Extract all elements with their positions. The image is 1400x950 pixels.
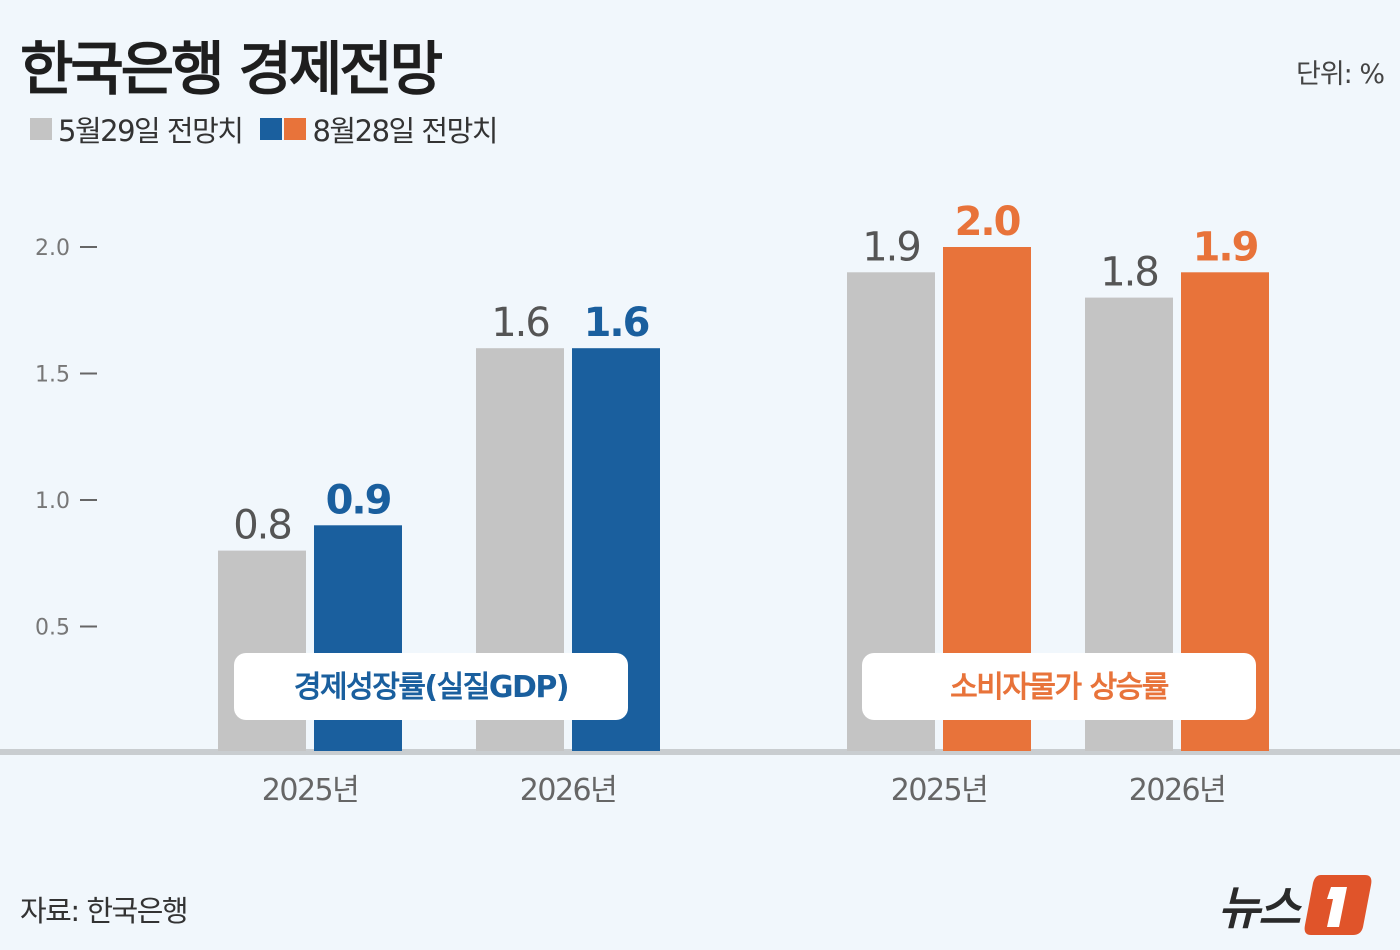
y-tick-label: 1.5 [35, 363, 70, 388]
group-label-box [234, 653, 628, 720]
legend-swatch-blue [260, 118, 283, 140]
y-tick-label: 0.5 [35, 616, 70, 641]
news1-logo: 뉴스 [1218, 872, 1373, 938]
x-tick-label: 2025년 [262, 773, 358, 808]
group-label: 경제성장률(실질GDP) [294, 670, 568, 705]
group-label-box [862, 653, 1256, 720]
x-tick-label: 2026년 [1129, 773, 1225, 808]
x-tick-label: 2026년 [520, 773, 616, 808]
bar-value-label: 1.8 [1100, 250, 1158, 296]
y-tick-label: 2.0 [35, 236, 70, 261]
bar-value-label: 1.6 [491, 300, 549, 346]
page-title: 한국은행 경제전망 [20, 35, 443, 103]
bar-value-label: 2.0 [955, 199, 1020, 245]
bar-value-label: 0.8 [233, 503, 291, 549]
bar-value-label: 1.9 [862, 224, 920, 270]
legend-swatch-orange [284, 118, 307, 140]
source-note: 자료: 한국은행 [20, 894, 189, 928]
legend-label-may: 5월29일 전망치 [58, 114, 244, 148]
legend-label-aug: 8월28일 전망치 [312, 114, 498, 148]
x-tick-label: 2025년 [891, 773, 987, 808]
x-axis-baseline [0, 749, 1400, 755]
bar-value-label: 0.9 [326, 477, 391, 523]
bar [218, 550, 306, 751]
group-label: 소비자물가 상승률 [950, 670, 1169, 705]
bar-value-label: 1.6 [584, 300, 649, 346]
legend-swatch-gray [30, 118, 52, 140]
legend: 5월29일 전망치 8월28일 전망치 [30, 108, 498, 150]
unit-label: 단위: % [1295, 59, 1385, 90]
y-tick-label: 1.0 [35, 489, 70, 514]
bar-value-label: 1.9 [1193, 224, 1258, 270]
